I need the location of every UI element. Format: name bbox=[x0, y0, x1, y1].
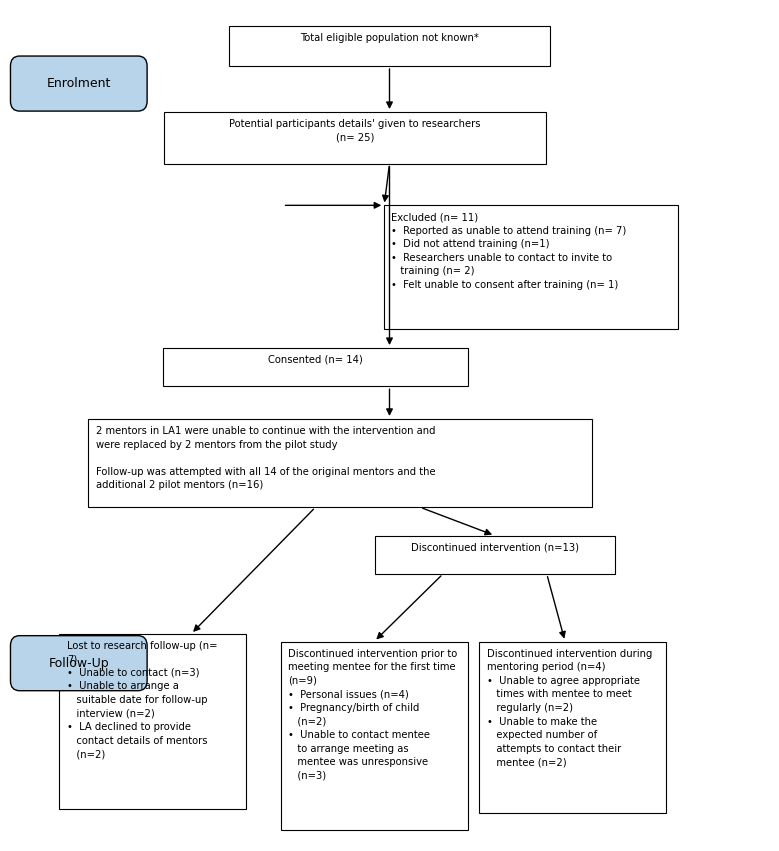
FancyBboxPatch shape bbox=[164, 112, 546, 163]
FancyBboxPatch shape bbox=[10, 56, 147, 111]
Text: Consented (n= 14): Consented (n= 14) bbox=[268, 355, 363, 364]
Text: Discontinued intervention prior to
meeting mentee for the first time
(n=9)
•  Pe: Discontinued intervention prior to meeti… bbox=[288, 648, 457, 781]
FancyBboxPatch shape bbox=[163, 348, 468, 386]
FancyBboxPatch shape bbox=[384, 205, 678, 328]
FancyBboxPatch shape bbox=[479, 642, 666, 813]
FancyBboxPatch shape bbox=[88, 420, 592, 507]
Text: Follow-Up: Follow-Up bbox=[48, 657, 109, 670]
Text: Lost to research follow-up (n=
7)
•  Unable to contact (n=3)
•  Unable to arrang: Lost to research follow-up (n= 7) • Unab… bbox=[67, 641, 217, 759]
Text: Excluded (n= 11)
•  Reported as unable to attend training (n= 7)
•  Did not atte: Excluded (n= 11) • Reported as unable to… bbox=[391, 212, 626, 290]
FancyBboxPatch shape bbox=[375, 535, 615, 574]
FancyBboxPatch shape bbox=[229, 26, 550, 66]
FancyBboxPatch shape bbox=[280, 642, 467, 830]
FancyBboxPatch shape bbox=[59, 634, 246, 809]
Text: Enrolment: Enrolment bbox=[47, 77, 111, 90]
Text: 2 mentors in LA1 were unable to continue with the intervention and
were replaced: 2 mentors in LA1 were unable to continue… bbox=[96, 426, 435, 490]
Text: Discontinued intervention during
mentoring period (n=4)
•  Unable to agree appro: Discontinued intervention during mentori… bbox=[487, 648, 652, 768]
Text: Discontinued intervention (n=13): Discontinued intervention (n=13) bbox=[411, 542, 579, 552]
Text: Total eligible population not known*: Total eligible population not known* bbox=[300, 32, 479, 43]
Text: Potential participants details' given to researchers
(n= 25): Potential participants details' given to… bbox=[229, 118, 481, 142]
FancyBboxPatch shape bbox=[10, 636, 147, 691]
